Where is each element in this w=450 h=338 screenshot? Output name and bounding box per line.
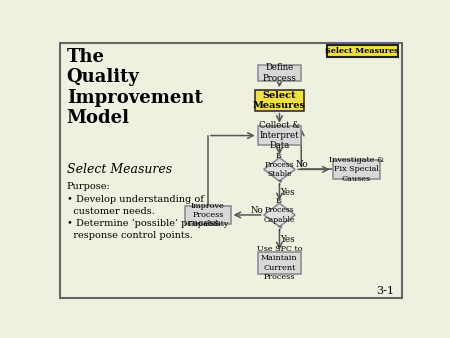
Text: The
Quality
Improvement
Model: The Quality Improvement Model (67, 48, 203, 127)
Bar (327, 45, 398, 57)
Text: Purpose:
• Develop understanding of
  customer needs.
• Determine ‘possible’ pro: Purpose: • Develop understanding of cust… (67, 183, 219, 240)
Bar (333, 160, 380, 179)
Text: Select Measures: Select Measures (325, 47, 399, 55)
Text: No: No (251, 206, 263, 215)
Bar (258, 252, 301, 274)
Text: No: No (295, 160, 308, 169)
Text: 3-1: 3-1 (377, 286, 395, 296)
Text: Define
Process: Define Process (262, 64, 297, 83)
Text: Investigate &
Fix Special
Causes: Investigate & Fix Special Causes (328, 156, 384, 183)
Text: Collect &
Interpret
Data: Collect & Interpret Data (259, 121, 300, 150)
Bar (255, 90, 304, 111)
Bar (258, 126, 301, 145)
Text: Select Measures: Select Measures (67, 163, 172, 176)
Text: Yes: Yes (280, 188, 294, 197)
Polygon shape (264, 203, 295, 227)
Text: Is
Process
Capable
?: Is Process Capable ? (264, 197, 295, 233)
Bar (258, 65, 301, 81)
Bar (185, 206, 230, 224)
Text: Yes: Yes (280, 235, 294, 244)
Text: Improve
Process
Capability: Improve Process Capability (187, 202, 229, 228)
Text: Select
Measures: Select Measures (253, 91, 306, 110)
Polygon shape (264, 158, 295, 181)
Text: Is
Process
Stable
?: Is Process Stable ? (265, 151, 294, 187)
Text: Use SPC to
Maintain
Current
Process: Use SPC to Maintain Current Process (256, 245, 302, 281)
